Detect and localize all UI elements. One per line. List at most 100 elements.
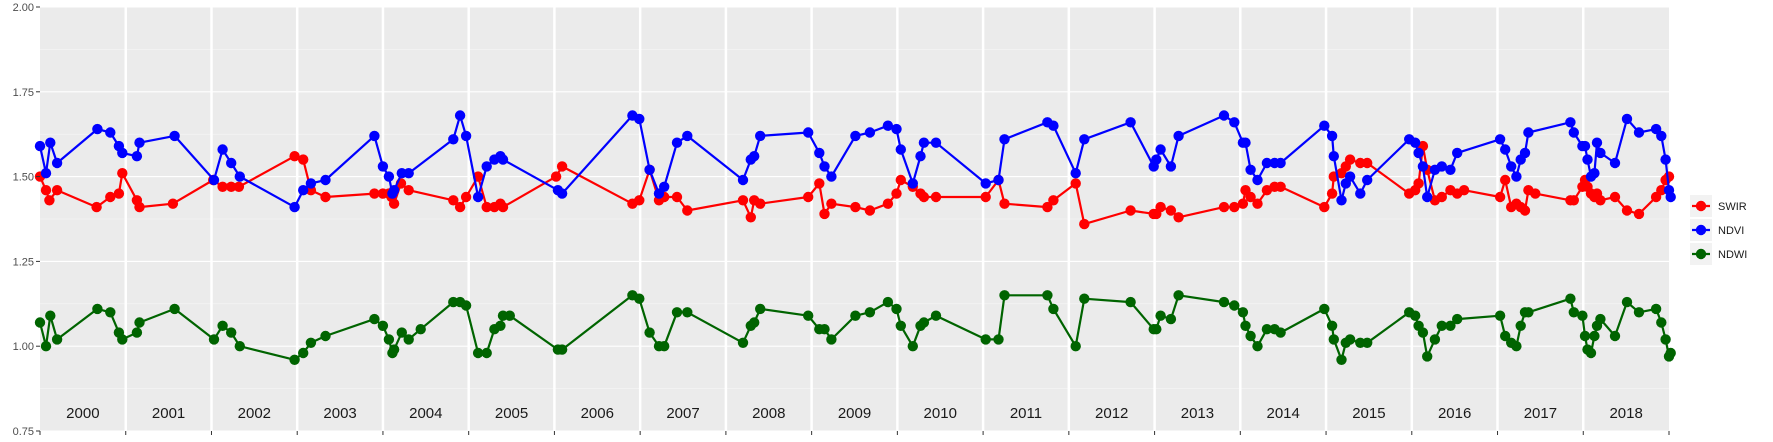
- data-point: [993, 334, 1004, 345]
- data-point: [999, 134, 1010, 145]
- data-point: [1511, 171, 1522, 182]
- data-point: [550, 171, 562, 182]
- year-label: 2009: [838, 405, 871, 422]
- x-axis: [39, 431, 1670, 435]
- data-point: [45, 137, 56, 148]
- data-point: [850, 310, 861, 321]
- year-label: 2008: [752, 405, 785, 422]
- data-point: [1568, 195, 1580, 206]
- data-point: [415, 324, 426, 335]
- data-point: [1519, 205, 1531, 216]
- year-label: 2011: [1010, 405, 1042, 422]
- legend-item-swir: SWIR: [1690, 195, 1747, 217]
- data-point: [819, 208, 830, 220]
- data-point: [1173, 212, 1184, 223]
- data-point: [105, 191, 116, 203]
- data-point: [1436, 191, 1448, 203]
- data-point: [169, 130, 180, 142]
- year-dividers: [124, 7, 1585, 431]
- data-point: [918, 317, 930, 328]
- data-point: [1079, 134, 1090, 145]
- series-swir: [34, 140, 1675, 230]
- data-point: [745, 212, 756, 223]
- data-point: [403, 168, 414, 179]
- data-point: [556, 188, 568, 199]
- data-point: [895, 174, 906, 186]
- data-point: [40, 168, 52, 179]
- data-point: [1650, 303, 1662, 315]
- series-ndvi: [34, 110, 1676, 213]
- data-point: [1155, 144, 1166, 155]
- data-point: [907, 178, 918, 189]
- data-point: [1048, 195, 1059, 206]
- legend-label: NDWI: [1718, 249, 1747, 261]
- data-point: [1245, 191, 1256, 203]
- year-label: 2003: [323, 405, 356, 422]
- data-point: [999, 290, 1010, 301]
- data-point: [671, 191, 683, 203]
- data-point: [864, 127, 876, 138]
- data-point: [882, 198, 894, 209]
- data-point: [644, 327, 655, 338]
- data-point: [51, 185, 63, 196]
- data-point: [1523, 307, 1534, 318]
- data-point: [930, 137, 942, 148]
- data-point: [682, 205, 693, 216]
- legend: SWIR NDVI NDWI: [1690, 195, 1747, 265]
- data-point: [1530, 188, 1541, 199]
- data-point: [737, 337, 749, 348]
- data-point: [895, 320, 906, 331]
- data-point: [460, 130, 472, 142]
- data-point: [1151, 154, 1162, 165]
- data-point: [1500, 174, 1511, 186]
- y-tick-label: 1.50: [13, 172, 34, 184]
- data-point: [1445, 164, 1456, 175]
- data-point: [105, 127, 116, 138]
- data-point: [749, 151, 760, 162]
- data-point: [1042, 290, 1053, 301]
- data-point: [1218, 296, 1230, 308]
- data-point: [289, 201, 300, 213]
- data-point: [1070, 341, 1081, 352]
- data-point: [51, 157, 63, 169]
- data-point: [1125, 117, 1136, 128]
- y-tick-label: 2.00: [13, 2, 34, 14]
- data-point: [34, 140, 46, 152]
- data-point: [1591, 137, 1603, 148]
- data-point: [1436, 161, 1448, 172]
- data-point: [1656, 317, 1667, 328]
- data-point: [383, 334, 395, 345]
- data-point: [891, 123, 902, 135]
- data-point: [850, 130, 861, 142]
- data-point: [1240, 137, 1251, 148]
- data-point: [134, 201, 145, 213]
- data-point: [659, 341, 670, 352]
- data-point: [980, 334, 991, 345]
- data-point: [1245, 164, 1256, 175]
- data-point: [737, 195, 749, 206]
- data-point: [755, 198, 766, 209]
- data-point: [1252, 174, 1263, 186]
- data-point: [907, 341, 918, 352]
- data-point: [1565, 117, 1576, 128]
- data-point: [1362, 157, 1373, 169]
- legend-marker: [1695, 200, 1707, 212]
- data-point: [388, 185, 400, 196]
- data-point: [1494, 310, 1506, 321]
- data-point: [1344, 334, 1356, 345]
- data-point: [814, 147, 825, 159]
- data-point: [1511, 341, 1522, 352]
- data-point: [1165, 313, 1177, 325]
- data-point: [1633, 307, 1645, 318]
- data-point: [1070, 178, 1081, 189]
- y-axis: 0.75 1.00 1.25 1.50 1.75 2.00: [13, 2, 40, 438]
- data-point: [1523, 127, 1534, 138]
- data-point: [1326, 320, 1338, 331]
- data-point: [44, 195, 55, 206]
- data-point: [1261, 324, 1273, 335]
- data-point: [34, 317, 46, 328]
- data-point: [481, 201, 492, 213]
- data-point: [305, 178, 317, 189]
- data-point: [217, 320, 228, 331]
